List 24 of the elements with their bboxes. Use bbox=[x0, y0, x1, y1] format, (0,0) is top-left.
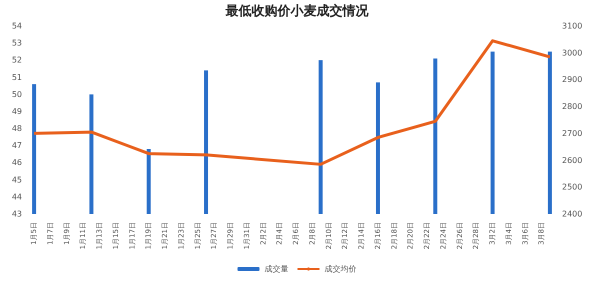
legend-label: 成交量 bbox=[264, 264, 288, 274]
y2-tick-label: 2900 bbox=[562, 75, 582, 84]
y-tick-label: 50 bbox=[12, 90, 22, 99]
y2-tick-label: 2700 bbox=[562, 128, 582, 138]
chart-title: 最低收购价小麦成交情况 bbox=[224, 3, 370, 19]
y2-tick-label: 2800 bbox=[562, 102, 582, 112]
y-tick-label: 53 bbox=[12, 38, 22, 48]
line-series bbox=[32, 39, 552, 166]
y2-tick-label: 2400 bbox=[562, 210, 582, 218]
y2-tick-label: 2500 bbox=[562, 182, 582, 192]
y2-tick-label: 3100 bbox=[562, 22, 582, 30]
y-tick-label: 43 bbox=[12, 210, 22, 218]
y2-tick-label: 2600 bbox=[562, 156, 582, 165]
y-tick-label: 46 bbox=[12, 158, 22, 168]
y-tick-label: 44 bbox=[12, 192, 22, 202]
y-tick-label: 54 bbox=[12, 22, 22, 30]
y-tick-label: 47 bbox=[12, 141, 22, 150]
legend-label: 成交均价 bbox=[324, 264, 356, 274]
y-tick-label: 51 bbox=[12, 72, 22, 82]
y-tick-label: 52 bbox=[12, 56, 22, 65]
y2-tick-label: 3000 bbox=[562, 48, 582, 58]
y-tick-label: 49 bbox=[12, 106, 22, 116]
y-tick-label: 48 bbox=[12, 124, 22, 134]
y-tick-label: 45 bbox=[12, 175, 22, 184]
